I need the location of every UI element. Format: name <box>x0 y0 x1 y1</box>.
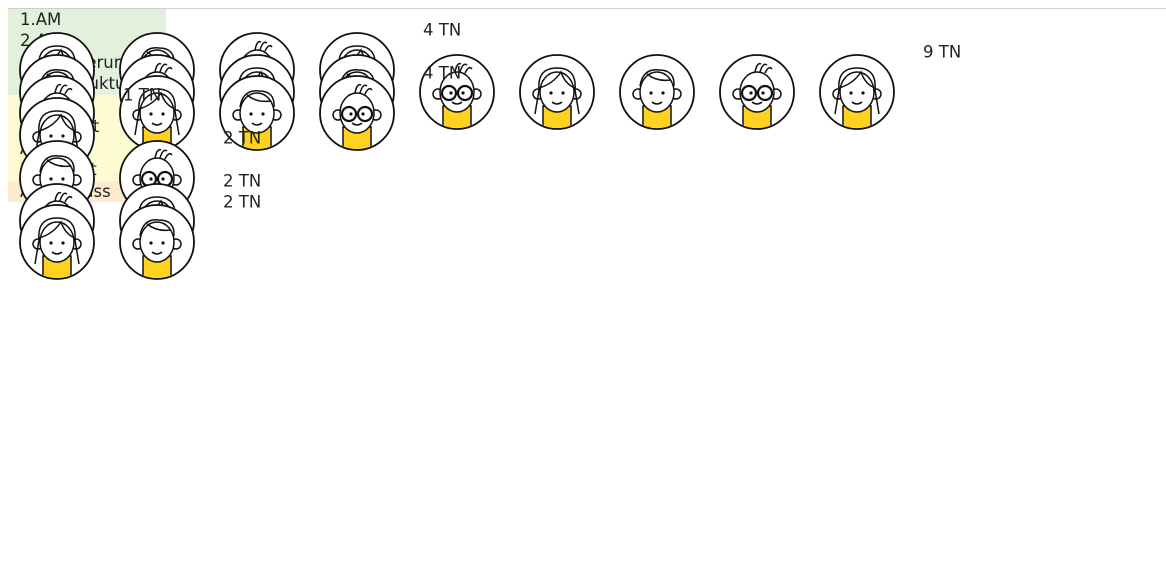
face <box>140 222 174 262</box>
count-label: 4 TN <box>423 64 461 83</box>
count-label: 1 TN <box>123 85 161 104</box>
eye <box>49 241 52 244</box>
participant-table: 1.AM4 TN2.AM9 TNQualifizierung4 TNTagess… <box>8 8 1166 202</box>
count-label: 4 TN <box>423 21 461 40</box>
count-label: 2 TN <box>223 192 261 211</box>
avatar-strip <box>8 202 988 282</box>
count-label: 2 TN <box>223 128 261 147</box>
participant-avatar <box>20 205 94 282</box>
row-label: 1.AM <box>8 9 166 30</box>
eye <box>149 241 152 244</box>
eye <box>161 241 164 244</box>
eye <box>61 241 64 244</box>
participant-avatar <box>120 205 194 282</box>
page: 1.AM4 TN2.AM9 TNQualifizierung4 TNTagess… <box>0 0 1166 572</box>
count-label: 2 TN <box>223 171 261 190</box>
count-label: 9 TN <box>923 42 961 61</box>
